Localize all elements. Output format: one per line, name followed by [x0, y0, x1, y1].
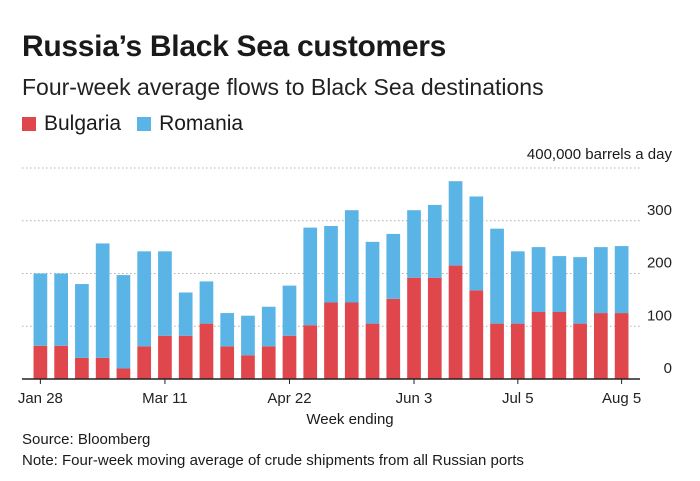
- bar-bulgaria: [510, 323, 525, 379]
- bar-bulgaria: [241, 355, 255, 379]
- y-tick-label: 200: [647, 255, 672, 272]
- legend-label-bulgaria: Bulgaria: [44, 112, 122, 135]
- bar-bulgaria: [386, 298, 401, 379]
- bar-romania: [137, 251, 152, 347]
- legend-swatch-bulgaria: [22, 117, 36, 131]
- bar-bulgaria: [261, 346, 276, 379]
- bar-bulgaria: [54, 345, 68, 379]
- bar-bulgaria: [407, 277, 421, 379]
- bar-bulgaria: [199, 323, 214, 379]
- bar-romania: [33, 273, 48, 346]
- legend-label-romania: Romania: [159, 112, 244, 135]
- bar-bulgaria: [365, 323, 380, 379]
- bar-romania: [158, 251, 172, 336]
- bar-bulgaria: [178, 335, 193, 379]
- bar-bulgaria: [282, 335, 297, 379]
- bar-bulgaria: [33, 345, 48, 379]
- x-axis-label: Week ending: [306, 411, 394, 428]
- legend-item-bulgaria: Bulgaria: [22, 112, 121, 136]
- bar-bulgaria: [303, 325, 318, 379]
- y-tick-label: 100: [647, 307, 672, 324]
- bar-bulgaria: [324, 302, 338, 379]
- x-tick-label: Jul 5: [502, 390, 534, 407]
- bar-romania: [344, 210, 359, 303]
- bar-romania: [303, 227, 318, 326]
- bar-bulgaria: [448, 265, 463, 379]
- bar-romania: [324, 226, 338, 303]
- bar-bulgaria: [552, 312, 567, 379]
- bar-bulgaria: [220, 346, 235, 379]
- y-tick-label: 300: [647, 202, 672, 219]
- bar-romania: [282, 285, 297, 336]
- chart-subtitle: Four-week average flows to Black Sea des…: [22, 74, 544, 100]
- legend-item-romania: Romania: [137, 112, 243, 136]
- bar-romania: [116, 275, 131, 369]
- bar-romania: [531, 247, 546, 313]
- bar-bulgaria: [614, 313, 629, 379]
- bar-bulgaria: [594, 313, 608, 379]
- bar-romania: [386, 233, 401, 299]
- bar-romania: [573, 257, 587, 324]
- bar-romania: [614, 246, 629, 314]
- source-note: Source: Bloomberg: [22, 431, 151, 448]
- bar-romania: [241, 315, 255, 356]
- bar-romania: [594, 247, 608, 314]
- bar-romania: [54, 273, 68, 346]
- bar-bulgaria: [427, 277, 442, 379]
- bar-romania: [552, 256, 567, 313]
- legend: Bulgaria Romania: [22, 112, 259, 136]
- bar-bulgaria: [95, 357, 110, 379]
- bar-romania: [448, 181, 463, 266]
- footnote: Note: Four-week moving average of crude …: [22, 452, 524, 469]
- x-tick-label: Jan 28: [18, 390, 63, 407]
- legend-swatch-romania: [137, 117, 152, 131]
- bar-romania: [261, 306, 276, 347]
- bar-romania: [95, 243, 110, 358]
- unit-label: 400,000 barrels a day: [526, 146, 672, 163]
- bar-romania: [490, 228, 504, 324]
- bar-bulgaria: [116, 368, 131, 379]
- bar-bulgaria: [137, 346, 152, 379]
- x-tick-label: Jun 3: [396, 390, 433, 407]
- bar-bulgaria: [344, 302, 359, 379]
- x-tick-label: Mar 11: [142, 390, 188, 407]
- bar-romania: [220, 313, 235, 347]
- bar-romania: [407, 210, 421, 278]
- bar-romania: [365, 241, 380, 324]
- x-tick-label: Aug 5: [602, 390, 641, 407]
- bar-romania: [178, 292, 193, 336]
- bar-romania: [199, 281, 214, 324]
- bar-romania: [510, 251, 525, 324]
- x-tick-label: Apr 22: [267, 390, 311, 407]
- chart-title: Russia’s Black Sea customers: [22, 30, 447, 63]
- bar-bulgaria: [158, 335, 172, 379]
- bar-romania: [427, 204, 442, 278]
- bar-bulgaria: [490, 323, 504, 379]
- y-tick-label: 0: [664, 360, 672, 377]
- bar-bulgaria: [469, 290, 484, 379]
- bar-romania: [469, 196, 484, 291]
- bar-romania: [75, 284, 89, 358]
- bar-bulgaria: [573, 323, 587, 379]
- bar-bulgaria: [75, 357, 89, 379]
- bar-bulgaria: [531, 312, 546, 379]
